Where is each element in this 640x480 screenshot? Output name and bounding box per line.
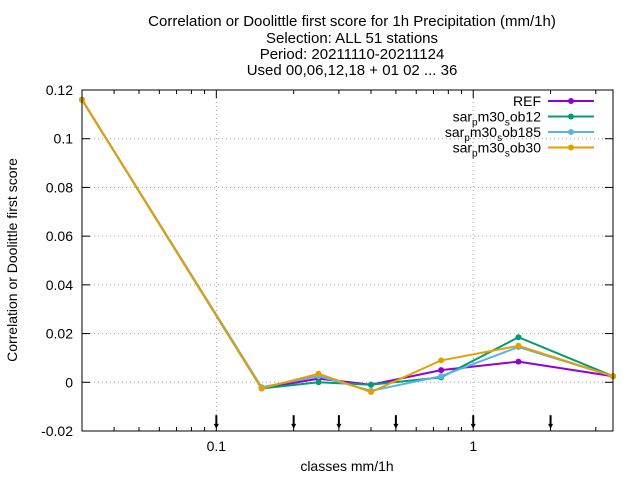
- series-3-point: [367, 389, 374, 396]
- y-tick-label: 0.06: [46, 228, 73, 244]
- x-axis-label: classes mm/1h: [300, 458, 393, 474]
- title-line-3: Period: 20211110-20211124: [260, 46, 445, 63]
- class-marker-arrowhead: [291, 423, 297, 429]
- y-axis-label: Correlation or Doolittle first score: [4, 158, 20, 362]
- title-line-2: Selection: ALL 51 stations: [266, 30, 438, 47]
- legend-label-1: sarpm30sob12: [453, 109, 542, 129]
- title-line-1: Correlation or Doolittle first score for…: [148, 13, 556, 30]
- series-3-point: [438, 357, 445, 364]
- y-tick-label: 0.08: [46, 179, 73, 195]
- series-3-point: [315, 370, 322, 377]
- y-tick-label: 0.12: [46, 82, 73, 98]
- legend-label-2: sarpm30sob185: [445, 124, 541, 144]
- plot-frame: [81, 89, 614, 432]
- series-lines: [79, 96, 616, 396]
- series-0-point: [515, 358, 522, 365]
- series-3-point: [515, 342, 522, 349]
- x-tick-label: 0.1: [207, 438, 227, 454]
- series-2-point: [438, 373, 445, 380]
- class-marker-arrowhead: [336, 423, 342, 429]
- axis-ticks: -0.02 0 0.02 0.04 0.06 0.08 0.1 0.12 0.1 1: [41, 82, 613, 454]
- title-line-4: Used 00,06,12,18 + 01 02 ... 36: [247, 62, 458, 79]
- legend-marker-3: [568, 144, 574, 151]
- y-tick-label: 0.02: [46, 326, 73, 342]
- legend-marker-1: [568, 113, 574, 120]
- legend-marker-2: [568, 129, 574, 135]
- class-marker-arrowhead: [548, 423, 554, 429]
- y-tick-label: 0.04: [46, 277, 73, 293]
- chart-title: Correlation or Doolittle first score for…: [148, 13, 556, 79]
- series-1-point: [315, 379, 322, 386]
- series-3-point: [258, 385, 265, 392]
- legend-label-3: sarpm30sob30: [453, 140, 542, 160]
- y-tick-label: -0.02: [41, 423, 73, 439]
- y-tick-label: 0: [65, 374, 73, 390]
- series-0-point: [438, 367, 445, 374]
- y-tick-label: 0.1: [54, 131, 74, 147]
- x-tick-label: 1: [469, 438, 477, 454]
- legend-label-0: REF: [513, 93, 541, 109]
- legend-marker-0: [568, 98, 574, 104]
- class-markers: [213, 415, 554, 429]
- class-marker-arrowhead: [393, 423, 399, 429]
- series-1-point: [367, 381, 374, 388]
- series-1-point: [515, 334, 522, 341]
